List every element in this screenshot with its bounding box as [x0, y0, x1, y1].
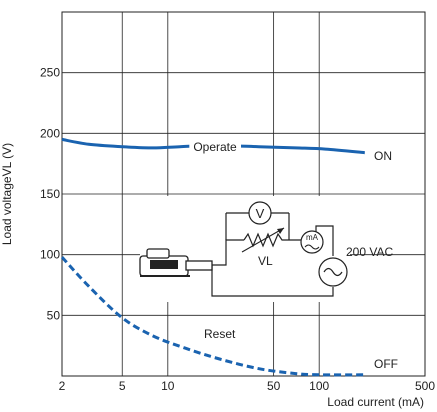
- ac-source-icon: [318, 257, 348, 287]
- x-tick-labels: 2 5 10 50 100 500: [59, 379, 436, 393]
- series-end-label-on: ON: [374, 149, 392, 163]
- voltmeter-icon: V: [248, 201, 272, 225]
- series-end-label-off: OFF: [374, 357, 398, 371]
- ammeter-icon: mA: [300, 230, 324, 254]
- variable-resistor-icon: [241, 227, 285, 253]
- vl-label: VL: [258, 254, 273, 268]
- x-tick-label: 10: [161, 379, 175, 393]
- x-tick-label: 100: [309, 379, 329, 393]
- series-label-operate: Operate: [193, 140, 237, 154]
- x-axis-title: Load current (mA): [327, 395, 424, 409]
- supply-label: 200 VAC: [346, 245, 393, 259]
- sensor-device-icon: [139, 248, 213, 277]
- ammeter-label: mA: [306, 233, 319, 242]
- series-label-reset: Reset: [204, 327, 236, 341]
- plot-frame: [61, 11, 426, 377]
- y-tick-labels: 50 100 150 200 250: [40, 66, 60, 323]
- circuit-inset: V VL mA 200 VAC: [139, 196, 393, 302]
- x-tick-label: 5: [119, 379, 126, 393]
- x-tick-label: 50: [267, 379, 281, 393]
- x-tick-label: 500: [415, 379, 435, 393]
- y-tick-label: 150: [40, 187, 60, 201]
- label-background: [200, 326, 241, 342]
- y-tick-label: 100: [40, 248, 60, 262]
- y-tick-label: 200: [40, 126, 60, 140]
- y-tick-label: 250: [40, 66, 60, 80]
- y-axis-title: Load voltageVL (V): [0, 143, 14, 245]
- voltmeter-label: V: [256, 206, 265, 221]
- series-line-reset: [60, 256, 365, 377]
- grid: [61, 12, 426, 376]
- x-tick-label: 2: [59, 379, 66, 393]
- label-background: [189, 139, 242, 155]
- y-tick-label: 50: [47, 308, 61, 322]
